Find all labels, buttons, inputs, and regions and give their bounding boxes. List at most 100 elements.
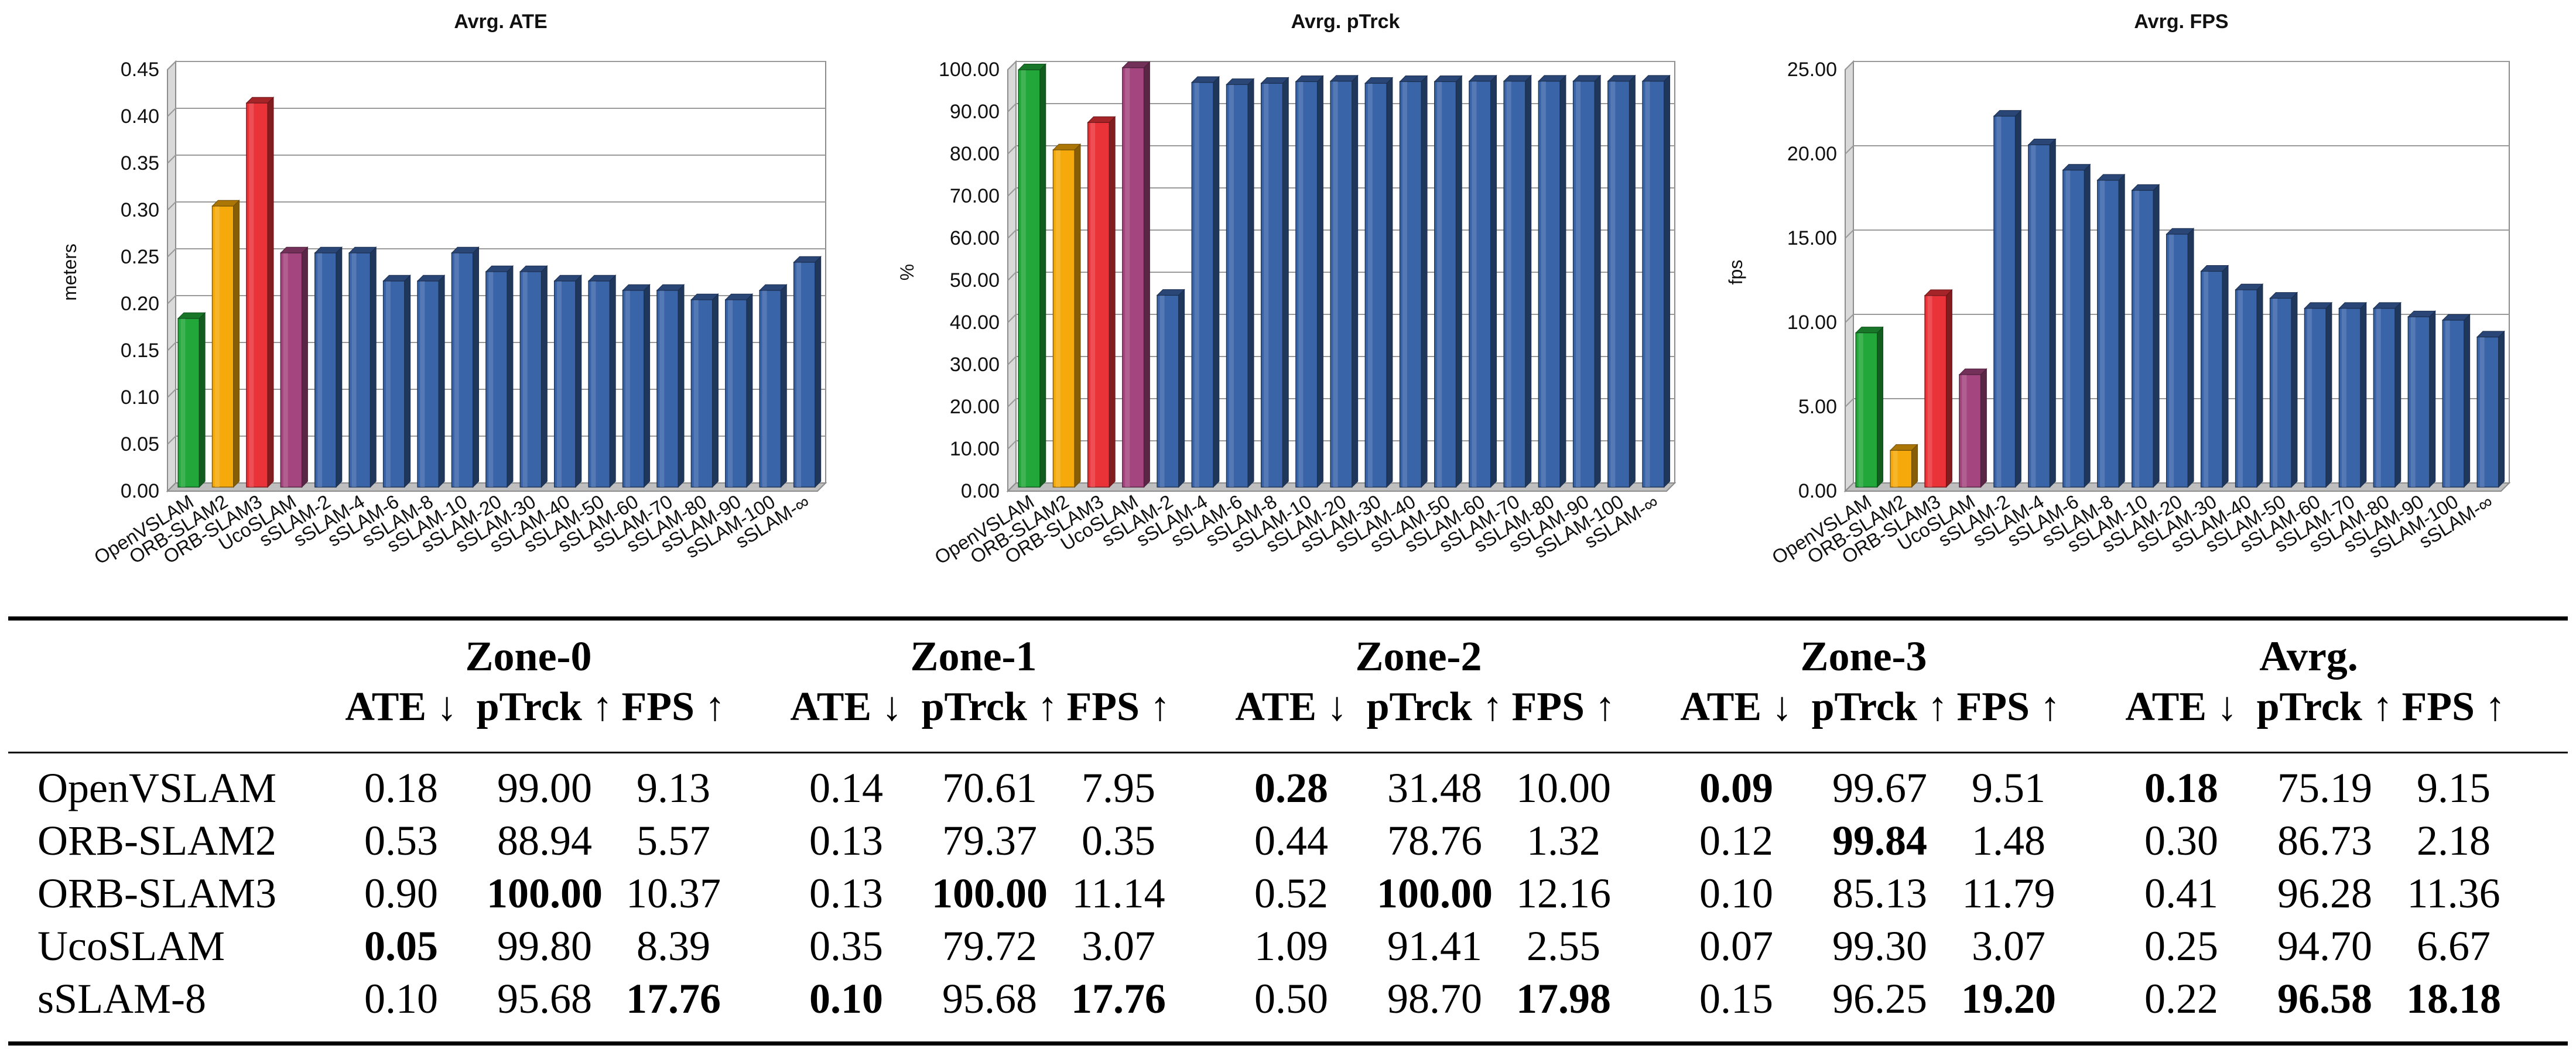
bar-sSLAM-50 [2269,292,2298,488]
table-cell: 0.13 [809,817,883,864]
bar-sSLAM-100 [1607,74,1636,488]
y-tick-label: 25.00 [1787,59,1837,81]
gridline-side [1845,398,1854,407]
bar-sSLAM-60 [1468,74,1497,488]
gridline-side [1845,61,1854,70]
gridline-side [167,436,176,445]
gridline-side [167,248,176,258]
table-cell: 0.18 [364,765,438,811]
table-cell: 0.05 [364,923,438,969]
table-cell: 5.57 [637,817,710,864]
table-cell: 11.79 [1962,870,2055,917]
bar-sSLAM-∞ [1641,74,1671,488]
bar-sSLAM-50 [587,274,617,488]
sub-header: ATE ↓ [1235,684,1347,729]
sub-header: pTrck ↑ [1366,684,1503,729]
bar-sSLAM-2 [1993,109,2022,488]
bar-sSLAM-90 [2407,310,2436,488]
table-cell: 0.14 [809,765,883,811]
sub-header: pTrck ↑ [1811,684,1948,729]
gridline-side [1007,398,1017,407]
chart-title: Avrg. ATE [454,11,547,33]
table-cell: 6.67 [2417,923,2491,969]
gridline-side [167,201,176,211]
table-cell: 0.50 [1254,975,1328,1022]
y-tick-label: 70.00 [950,185,1000,207]
gridline-side [1845,229,1854,239]
y-tick-label: 60.00 [950,227,1000,249]
table-cell: 88.94 [497,817,592,864]
table-cell: 0.13 [809,870,883,917]
y-tick-label: 0.05 [121,433,159,455]
table-cell: 0.44 [1254,817,1328,864]
y-tick-label: 0.00 [121,480,159,502]
bar-sSLAM-4 [348,246,377,488]
table-cell: 0.30 [2144,817,2218,864]
table-cell: 10.00 [1516,765,1611,811]
table-cell: 0.10 [364,975,438,1022]
table-cell: 99.00 [497,765,592,811]
table-cell: 0.10 [809,975,883,1022]
bar-sSLAM-20 [2166,227,2195,488]
table-cell: 0.10 [1699,870,1773,917]
bar-sSLAM-50 [1434,75,1463,488]
row-label: ORB-SLAM2 [37,817,277,864]
table-cell: 99.80 [497,923,592,969]
bar-UcoSLAM [1958,368,1987,488]
bar-sSLAM-6 [382,274,411,488]
y-tick-label: 0.40 [121,105,159,128]
table-cell: 12.16 [1516,870,1611,917]
y-tick-label: 40.00 [950,311,1000,334]
y-tick-label: 80.00 [950,143,1000,165]
sub-header: ATE ↓ [790,684,902,729]
table-cell: 94.70 [2277,923,2372,969]
table-cell: 1.09 [1254,923,1328,969]
y-axis-label: % [897,264,918,280]
row-label: ORB-SLAM3 [37,870,277,917]
bar-UcoSLAM [280,246,309,488]
y-tick-label: 0.00 [1798,480,1837,502]
bar-sSLAM-80 [2373,301,2401,488]
sub-header: FPS ↑ [1956,684,2061,729]
bar-sSLAM-10 [1295,75,1324,488]
table-cell: 17.76 [626,975,721,1022]
y-tick-label: 20.00 [950,396,1000,418]
table-cell: 1.32 [1527,817,1600,864]
side-wall [167,60,176,493]
gridline-side [1007,103,1017,112]
table-cell: 3.07 [1972,923,2045,969]
table-cell: 95.68 [942,975,1037,1022]
gridline-side [1845,314,1854,323]
bar-sSLAM-2 [1156,289,1185,488]
table-cell: 9.15 [2417,765,2491,811]
gridline-side [1007,314,1017,323]
sub-header: ATE ↓ [1680,684,1792,729]
table-cell: 0.18 [2144,765,2218,811]
table-cell: 0.25 [2144,923,2218,969]
table-cell: 100.00 [1377,870,1493,917]
bar-sSLAM-30 [2200,265,2229,488]
y-tick-label: 100.00 [939,59,1000,81]
table-cell: 2.55 [1527,923,1600,969]
gridline-side [167,61,176,70]
y-tick-label: 0.45 [121,59,159,81]
chart-2: Avrg. pTrck 0.00 10.00 20.00 30.00 40.00 50.00… [897,11,1677,568]
sub-header: FPS ↑ [1511,684,1616,729]
bar-sSLAM-100 [2442,313,2471,488]
table-cell: 95.68 [497,975,592,1022]
sub-header: FPS ↑ [1066,684,1171,729]
bar-sSLAM-60 [2304,301,2333,488]
table-cell: 11.14 [1072,870,1165,917]
sub-header: pTrck ↑ [2256,684,2393,729]
table-cell: 0.22 [2144,975,2218,1022]
sub-header: ATE ↓ [2125,684,2238,729]
y-tick-label: 0.35 [121,152,159,174]
y-tick-label: 0.10 [121,386,159,409]
table-cell: 78.76 [1387,817,1482,864]
sub-header: ATE ↓ [345,684,457,729]
y-tick-label: 10.00 [950,438,1000,460]
table-cell: 0.28 [1254,765,1328,811]
table-cell: 100.00 [932,870,1048,917]
bar-sSLAM-8 [1260,77,1289,488]
y-tick-label: 0.25 [121,246,159,268]
